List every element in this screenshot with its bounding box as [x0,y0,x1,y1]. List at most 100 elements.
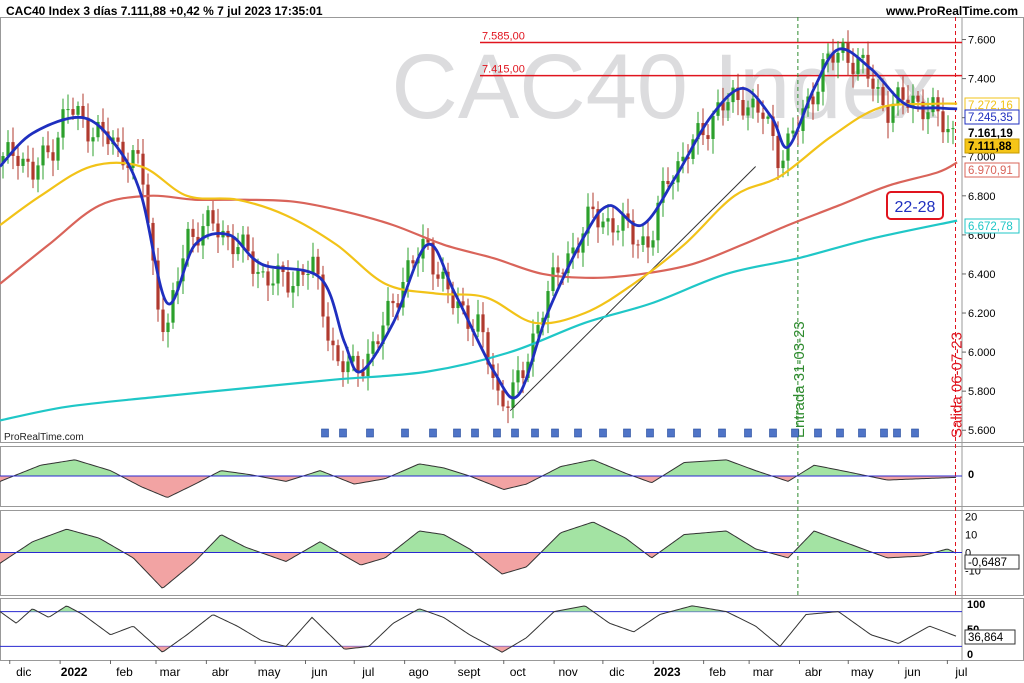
candle-body [391,300,395,304]
candle-body [376,341,380,345]
fast-moving-average [0,47,958,400]
event-icon [744,428,752,438]
x-axis-label: feb [709,665,726,679]
axis-value-label: 7.245,35 [968,112,1013,124]
candle-body [656,202,660,241]
candle-body [116,137,120,142]
candle-body [81,105,85,118]
x-axis-label: nov [558,665,577,679]
candle-body [371,341,375,354]
candle-body [881,87,885,106]
candle-body [901,87,905,100]
axis-value-box [964,138,1020,154]
event-icon [667,428,675,438]
event-icon [574,428,582,438]
event-icon [911,428,919,438]
candle-body [21,158,25,166]
candle-body [76,105,80,115]
candle-body [451,289,455,309]
candle-body [636,244,640,246]
candle-body [836,52,840,63]
event-icon [511,428,519,438]
candle-body [406,260,410,283]
candle-body [256,271,260,274]
event-icon [693,428,701,438]
x-axis-label: ago [409,665,429,679]
candle-body [766,116,770,119]
x-axis-label: dic [609,665,624,679]
x-axis-label: may [851,665,874,679]
candle-body [426,239,430,243]
candle-body [746,107,750,116]
candle-body [231,237,235,255]
candle-body [946,128,950,133]
candle-body [41,145,45,166]
candle-body [711,115,715,139]
osc2-tick-label: 20 [965,512,977,524]
candle-body [71,109,75,115]
osc2-positive-area [0,522,958,553]
candle-body [691,139,695,159]
candle-body [106,131,110,145]
x-axis-label: may [258,665,281,679]
watermark-text: CAC40 Index [391,36,938,138]
x-axis-label: mar [753,665,774,679]
candle-body [381,325,385,345]
candle-body [246,234,250,252]
candle-body [61,109,65,138]
candle-body [136,150,140,154]
event-icon [339,428,347,438]
event-icon [366,428,374,438]
price-tick-label: 6.800 [968,191,996,203]
candle-body [356,355,360,372]
mid-moving-average [0,102,958,325]
candle-body [951,128,955,130]
candle-body [506,406,510,408]
candle-body [291,286,295,293]
axis-value-label: 6.970,91 [968,165,1013,177]
candle-body [311,256,315,275]
candle-body [916,95,920,102]
x-axis-label: jul [954,665,967,679]
candle-body [886,105,890,123]
candle-body [816,91,820,105]
event-icon [893,428,901,438]
osc3-overbought-area [0,605,958,612]
candle-body [751,98,755,108]
candle-body [861,54,865,58]
candle-body [486,332,490,365]
site-label[interactable]: www.ProRealTime.com [885,4,1018,18]
osc3-tick-label: 100 [967,599,985,611]
candle-body [191,228,195,237]
candle-body [321,274,325,317]
candle-body [271,283,275,286]
candle-body [556,267,560,273]
candle-body [606,218,610,222]
watermark-small: ProRealTime.com [4,432,84,443]
candle-body [721,102,725,111]
axis-value-label: 7.272,16 [968,100,1013,112]
candle-body [591,206,595,210]
x-axis-label: 2023 [654,665,681,679]
candle-body [266,271,270,286]
x-axis-label: jun [904,665,921,679]
candle-body [261,271,265,273]
event-icon [321,428,329,438]
osc1-positive-area [0,459,958,476]
price-tick-label: 5.800 [968,386,996,398]
candle-body [66,109,70,111]
candle-body [6,142,10,157]
price-tick-label: 5.600 [968,425,996,437]
candle-body [611,218,615,233]
axis-value-box [964,109,1020,125]
candle-body [36,165,40,180]
axis-value-box [964,218,1020,234]
event-icon [814,428,822,438]
candle-body [706,135,710,139]
event-icon [531,428,539,438]
x-axis-label: oct [510,665,527,679]
osc2-line [0,521,957,589]
long-moving-average [0,219,958,422]
candle-body [801,108,805,131]
candle-body [161,309,165,333]
